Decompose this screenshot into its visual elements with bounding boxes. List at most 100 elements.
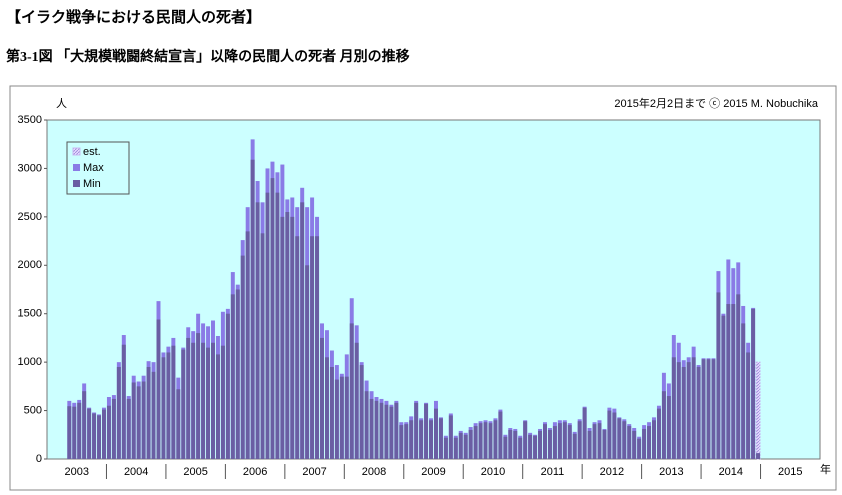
legend-label: est. <box>83 146 101 158</box>
bar <box>538 430 543 459</box>
legend-swatch <box>73 180 80 187</box>
bar <box>102 409 106 459</box>
bar <box>741 323 746 459</box>
y-label: 人 <box>56 97 67 110</box>
bar <box>394 402 399 459</box>
bar <box>637 438 642 459</box>
bar <box>176 389 181 459</box>
bar <box>359 365 364 459</box>
bar <box>384 404 389 459</box>
annotation: 2015年2月2日まで ⓒ 2015 M. Nobuchika <box>614 96 818 110</box>
bar <box>77 402 82 459</box>
bar <box>374 400 379 459</box>
bar <box>156 319 161 459</box>
bar <box>429 420 434 459</box>
bar <box>721 315 726 459</box>
bar <box>612 412 617 459</box>
y-tick-label: 1000 <box>18 356 42 368</box>
bar <box>493 420 498 459</box>
bar <box>533 435 538 459</box>
bar <box>305 265 310 459</box>
bar <box>562 422 567 459</box>
bar <box>97 415 102 459</box>
bar <box>592 424 597 459</box>
bar <box>622 421 627 459</box>
bar <box>166 352 171 459</box>
bar <box>458 432 463 459</box>
bar <box>290 216 295 459</box>
bar <box>255 202 260 460</box>
bar <box>656 408 661 459</box>
bar <box>409 420 414 459</box>
x-tick-label: 2010 <box>481 466 505 478</box>
bar <box>632 430 637 459</box>
bar <box>235 289 240 459</box>
bar <box>488 423 493 459</box>
bar <box>701 359 706 459</box>
bar <box>240 255 245 459</box>
x-tick-label: 2008 <box>362 466 386 478</box>
x-tick-label: 2015 <box>778 466 802 478</box>
legend-swatch <box>73 164 80 171</box>
bar <box>265 192 270 459</box>
bar <box>285 212 290 459</box>
title: 【イラク戦争における民間人の死者】 <box>6 10 262 26</box>
bar <box>181 349 186 459</box>
bar <box>706 359 711 459</box>
bar <box>473 426 478 459</box>
bar <box>220 345 225 459</box>
bar <box>468 429 473 459</box>
y-tick-label: 1500 <box>18 308 42 320</box>
legend-swatch <box>72 147 81 156</box>
bar <box>201 342 206 459</box>
bar <box>82 391 87 459</box>
bar <box>547 429 552 459</box>
bar <box>587 430 592 459</box>
bar <box>543 424 547 459</box>
bar <box>126 398 131 459</box>
subtitle: 第3-1図 「大規模戦闘終結宣言」以降の民間人の死者 月別の推移 <box>6 50 410 65</box>
x-tick-label: 2007 <box>302 466 326 478</box>
bar <box>404 424 409 459</box>
bar <box>433 408 438 459</box>
bar <box>726 304 731 459</box>
bar <box>315 236 320 459</box>
bar <box>751 308 756 459</box>
bar <box>498 411 503 459</box>
bar <box>111 398 116 459</box>
bar <box>389 406 394 459</box>
bar <box>597 423 602 459</box>
bar <box>503 436 508 459</box>
bar <box>186 337 191 459</box>
bar <box>379 402 384 459</box>
bar <box>681 366 686 459</box>
bar <box>756 453 761 459</box>
bar <box>528 434 533 459</box>
bar <box>106 405 111 459</box>
bar <box>746 352 751 459</box>
bar <box>518 437 523 459</box>
bar <box>349 323 354 459</box>
bar <box>196 333 201 459</box>
bar <box>478 423 483 459</box>
y-tick-label: 0 <box>36 453 42 465</box>
bar <box>72 406 77 459</box>
x-tick-label: 2014 <box>719 466 743 478</box>
bar <box>211 342 215 459</box>
bar <box>755 361 761 460</box>
bar <box>647 426 652 459</box>
bar <box>577 421 582 459</box>
x-tick-label: 2012 <box>600 466 624 478</box>
bar <box>131 382 136 459</box>
bar <box>364 391 369 459</box>
bar <box>354 342 359 459</box>
bar <box>652 420 656 459</box>
bar <box>87 408 92 459</box>
bar <box>191 342 196 459</box>
bar <box>136 386 141 459</box>
bar <box>642 428 647 459</box>
bar <box>310 236 315 459</box>
bar <box>483 422 488 459</box>
